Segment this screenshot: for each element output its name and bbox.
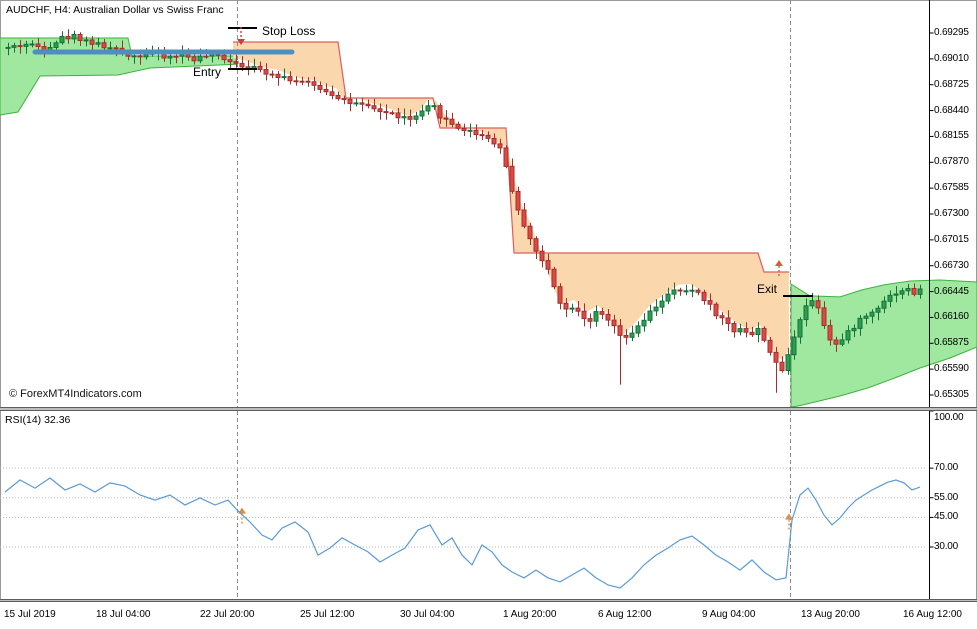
price-axis-label: 0.69295 — [934, 27, 969, 38]
price-axis-label: 0.66160 — [934, 311, 969, 323]
rsi-line-layer — [4, 477, 921, 589]
trend-stop-line — [233, 41, 789, 273]
time-axis-label: 30 Jul 04:00 — [400, 609, 455, 620]
price-chart-canvas[interactable] — [0, 0, 977, 407]
price-axis-label: 0.68440 — [934, 104, 969, 116]
watermark: © ForexMT4Indicators.com — [9, 388, 142, 400]
time-axis-label: 6 Aug 12:00 — [598, 609, 652, 620]
price-axis-label: 0.67870 — [934, 156, 969, 168]
trade-annotation-lines — [228, 27, 813, 298]
rsi-axis-label: 30.00 — [934, 540, 959, 552]
stop-loss-label[interactable]: Stop Loss — [262, 24, 316, 38]
rsi-axis-label: 70.00 — [934, 462, 959, 474]
panel-divider[interactable] — [0, 407, 977, 411]
vertical-lines — [237, 0, 791, 407]
time-axis-label: 22 Jul 20:00 — [200, 609, 255, 620]
price-scale[interactable]: 0.69295 0.69010 0.68725 0.68440 0.68155 0.678… — [932, 0, 977, 407]
rsi-axis-label: 45.00 — [934, 511, 959, 523]
price-axis-label: 0.66445 — [934, 285, 969, 297]
panel-divider-bottom[interactable] — [0, 599, 977, 602]
time-axis-label: 16 Aug 12:00 — [903, 609, 962, 620]
rsi-canvas[interactable] — [0, 411, 977, 599]
time-axis-label: 13 Aug 20:00 — [801, 609, 860, 620]
rsi-axis-label: 55.00 — [934, 491, 959, 503]
rsi-signal-arrow — [785, 513, 793, 532]
price-axis-label: 0.68155 — [934, 130, 969, 142]
vertical-lines — [237, 411, 791, 599]
price-axis-label: 0.69010 — [934, 52, 969, 64]
price-axis-label: 0.67585 — [934, 182, 969, 194]
symbol-header: AUDCHF, H4: Australian Dollar vs Swiss F… — [6, 4, 224, 16]
exit-signal-arrow — [775, 259, 783, 278]
price-axis — [929, 0, 934, 407]
price-chart-panel: AUDCHF, H4: Australian Dollar vs Swiss F… — [0, 0, 977, 407]
green-trend-band-right — [790, 279, 977, 407]
rsi-axis-label: 100.00 — [934, 412, 964, 423]
price-axis-label: 0.68725 — [934, 78, 969, 90]
price-axis-label: 0.67015 — [934, 233, 969, 245]
sell-signal-arrow — [237, 26, 245, 45]
time-axis-label: 15 Jul 2019 — [4, 609, 56, 620]
time-scale[interactable]: 15 Jul 2019 18 Jul 04:00 22 Jul 20:00 25 Ju… — [0, 602, 977, 629]
price-axis-label: 0.65875 — [934, 337, 969, 349]
rsi-scale[interactable]: 100.00 70.00 55.00 45.00 30.00 — [932, 411, 977, 599]
rsi-level-lines — [0, 467, 925, 548]
time-axis-label: 1 Aug 20:00 — [503, 609, 557, 620]
exit-label[interactable]: Exit — [757, 282, 778, 296]
time-axis-label: 18 Jul 04:00 — [96, 609, 151, 620]
time-axis-label: 25 Jul 12:00 — [300, 609, 355, 620]
rsi-axis — [929, 411, 934, 599]
time-axis-label: 9 Aug 04:00 — [702, 609, 756, 620]
entry-label[interactable]: Entry — [193, 65, 222, 79]
candles-layer — [5, 29, 923, 393]
price-axis-label: 0.65305 — [934, 389, 969, 400]
price-axis-label: 0.67300 — [934, 208, 969, 219]
rsi-panel: RSI(14) 32.36 100.00 70.00 55.00 45.00 30.00 — [0, 411, 977, 599]
price-axis-label: 0.66730 — [934, 259, 969, 271]
price-axis-label: 0.65590 — [934, 363, 969, 375]
rsi-line — [4, 477, 921, 589]
rsi-indicator-label: RSI(14) 32.36 — [5, 414, 71, 426]
indicator-bands — [0, 37, 977, 407]
